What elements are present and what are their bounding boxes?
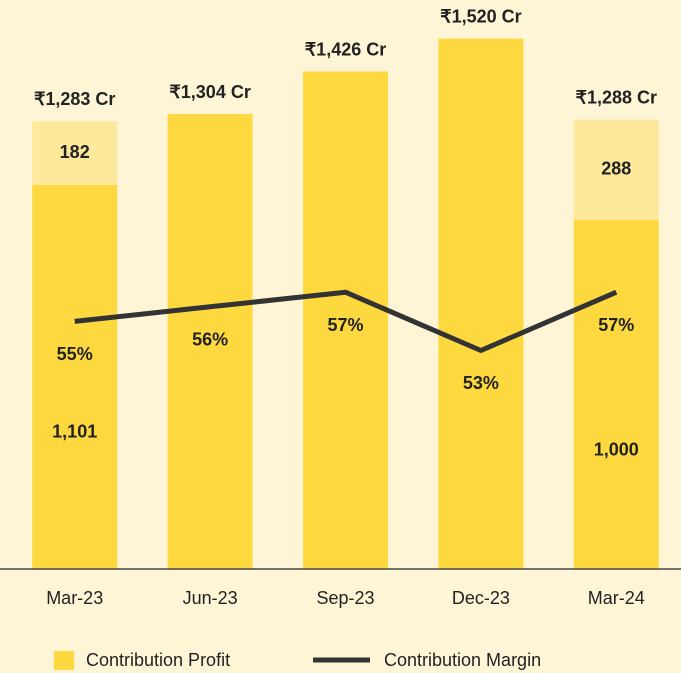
bar-value-label: 1,000 <box>594 439 639 459</box>
total-label: ₹1,283 Cr <box>34 89 116 109</box>
x-tick-label: Dec-23 <box>452 588 510 608</box>
legend-label: Contribution Margin <box>384 650 541 670</box>
line-value-label: 56% <box>192 330 228 350</box>
line-value-label: 57% <box>598 315 634 335</box>
margin-line <box>74 289 618 353</box>
x-tick-label: Mar-23 <box>46 588 103 608</box>
bar-segment <box>32 184 118 569</box>
bar-segment <box>438 38 524 570</box>
total-label: ₹1,304 Cr <box>169 82 251 102</box>
total-label: ₹1,426 Cr <box>305 39 387 59</box>
bar-value-label: 288 <box>601 159 631 179</box>
legend-label: Contribution Profit <box>86 650 230 670</box>
line-value-label: 53% <box>463 373 499 393</box>
bar-segment <box>573 119 659 221</box>
bar-segment <box>303 71 388 570</box>
bar-value-label: 1,101 <box>52 422 97 442</box>
legend-swatch <box>54 651 74 670</box>
line-value-label: 55% <box>57 344 93 364</box>
bar-segment <box>573 220 659 569</box>
bar-segment <box>32 121 118 185</box>
x-tick-label: Sep-23 <box>316 588 374 608</box>
total-label: ₹1,520 Cr <box>440 6 522 26</box>
x-tick-label: Jun-23 <box>183 588 238 608</box>
line-value-label: 57% <box>327 315 363 335</box>
bar-value-label: 182 <box>60 142 90 162</box>
total-label: ₹1,288 Cr <box>576 87 658 107</box>
bar-segment <box>167 114 253 569</box>
x-tick-label: Mar-24 <box>588 588 645 608</box>
